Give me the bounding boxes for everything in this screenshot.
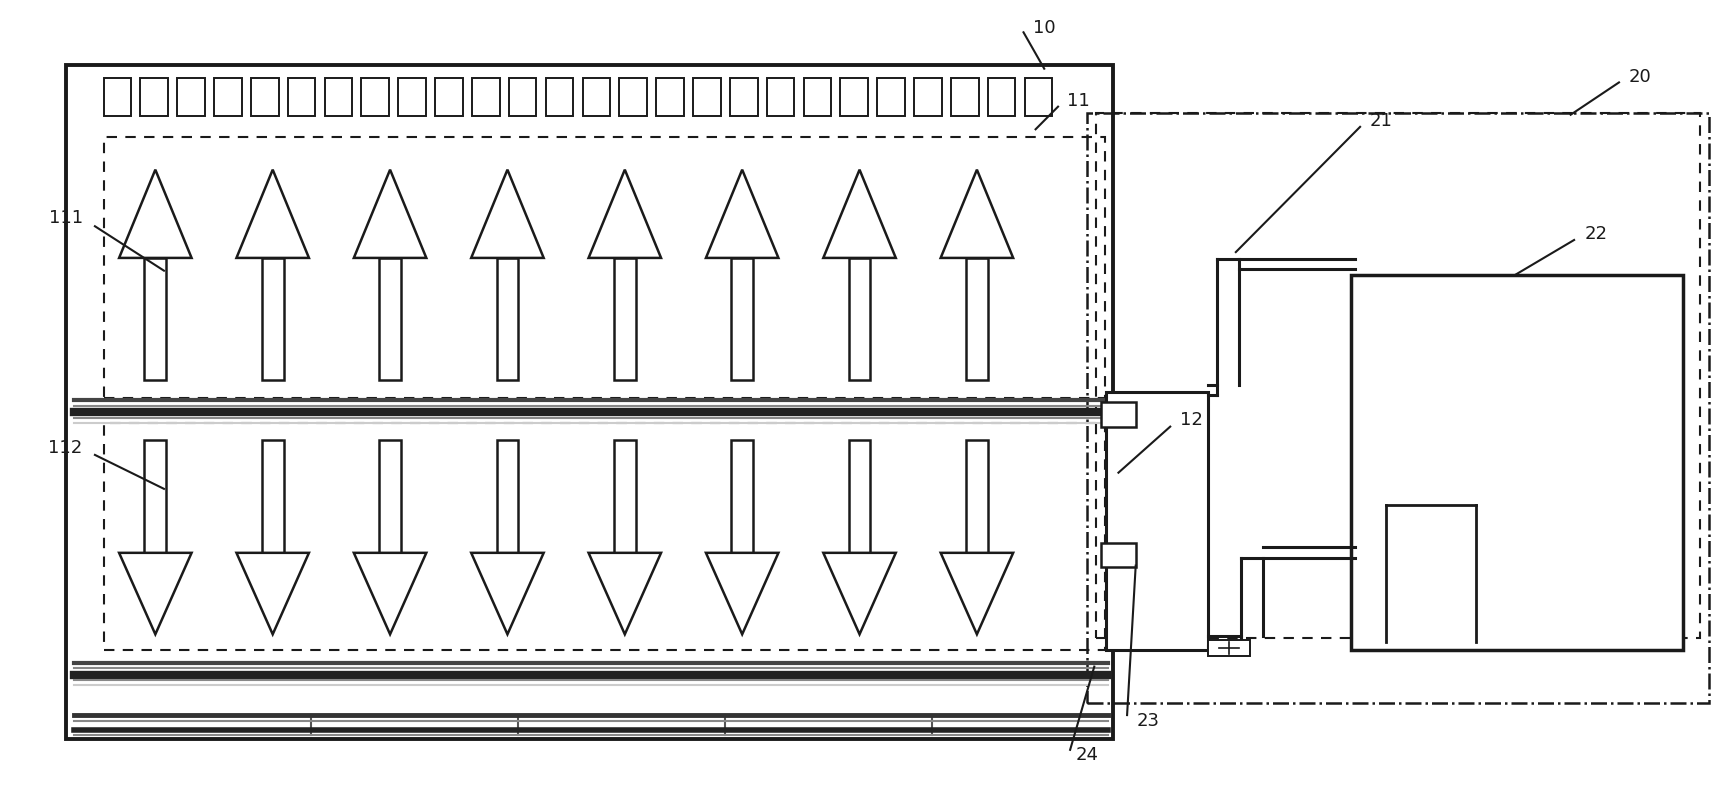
Bar xyxy=(262,258,283,380)
Bar xyxy=(104,423,1105,650)
Bar xyxy=(656,78,683,116)
Bar xyxy=(694,78,721,116)
Bar xyxy=(380,440,400,553)
Bar xyxy=(1101,543,1136,567)
Polygon shape xyxy=(354,170,426,258)
Bar xyxy=(877,78,904,116)
Bar xyxy=(1106,392,1208,650)
Bar xyxy=(399,78,426,116)
Polygon shape xyxy=(354,553,426,634)
Polygon shape xyxy=(589,553,661,634)
Bar xyxy=(620,78,647,116)
Bar xyxy=(987,78,1015,116)
Polygon shape xyxy=(119,553,192,634)
Bar xyxy=(145,440,166,553)
Bar xyxy=(1087,113,1709,703)
Bar xyxy=(915,78,942,116)
Bar xyxy=(1351,275,1683,650)
Text: 24: 24 xyxy=(1075,747,1099,764)
Bar xyxy=(66,65,1113,739)
Bar xyxy=(140,78,167,116)
Bar xyxy=(262,440,283,553)
Polygon shape xyxy=(706,553,778,634)
Bar xyxy=(497,258,518,380)
Polygon shape xyxy=(471,553,544,634)
Bar xyxy=(497,440,518,553)
Text: 23: 23 xyxy=(1136,712,1160,730)
Bar xyxy=(509,78,537,116)
Bar xyxy=(951,78,979,116)
Polygon shape xyxy=(471,170,544,258)
Text: 112: 112 xyxy=(48,440,83,457)
Text: 10: 10 xyxy=(1032,19,1056,37)
Bar xyxy=(178,78,205,116)
Text: 21: 21 xyxy=(1369,112,1393,130)
Bar xyxy=(250,78,278,116)
Text: 11: 11 xyxy=(1067,92,1091,110)
Bar xyxy=(1208,640,1250,656)
Bar xyxy=(732,258,753,380)
Bar xyxy=(766,78,794,116)
Bar xyxy=(614,258,635,380)
Bar xyxy=(1101,402,1136,427)
Bar xyxy=(967,440,987,553)
Bar xyxy=(1096,113,1700,638)
Bar xyxy=(1025,78,1053,116)
Bar xyxy=(582,78,611,116)
Polygon shape xyxy=(941,553,1013,634)
Bar xyxy=(545,78,573,116)
Bar xyxy=(145,258,166,380)
Bar xyxy=(324,78,352,116)
Bar xyxy=(361,78,388,116)
Bar xyxy=(435,78,463,116)
Bar xyxy=(104,78,131,116)
Polygon shape xyxy=(236,170,309,258)
Text: 111: 111 xyxy=(48,209,83,227)
Bar xyxy=(732,440,753,553)
Bar xyxy=(967,258,987,380)
Polygon shape xyxy=(706,170,778,258)
Polygon shape xyxy=(589,170,661,258)
Bar xyxy=(804,78,832,116)
Bar xyxy=(214,78,242,116)
Bar xyxy=(849,440,870,553)
Polygon shape xyxy=(823,170,896,258)
Bar xyxy=(471,78,499,116)
Bar xyxy=(730,78,758,116)
Text: 20: 20 xyxy=(1628,68,1652,86)
Polygon shape xyxy=(823,553,896,634)
Polygon shape xyxy=(119,170,192,258)
Bar xyxy=(841,78,868,116)
Bar xyxy=(614,440,635,553)
Bar xyxy=(104,137,1105,398)
Bar xyxy=(288,78,316,116)
Bar xyxy=(380,258,400,380)
Polygon shape xyxy=(236,553,309,634)
Bar xyxy=(849,258,870,380)
Polygon shape xyxy=(941,170,1013,258)
Text: 12: 12 xyxy=(1179,411,1203,429)
Text: 22: 22 xyxy=(1584,225,1609,243)
